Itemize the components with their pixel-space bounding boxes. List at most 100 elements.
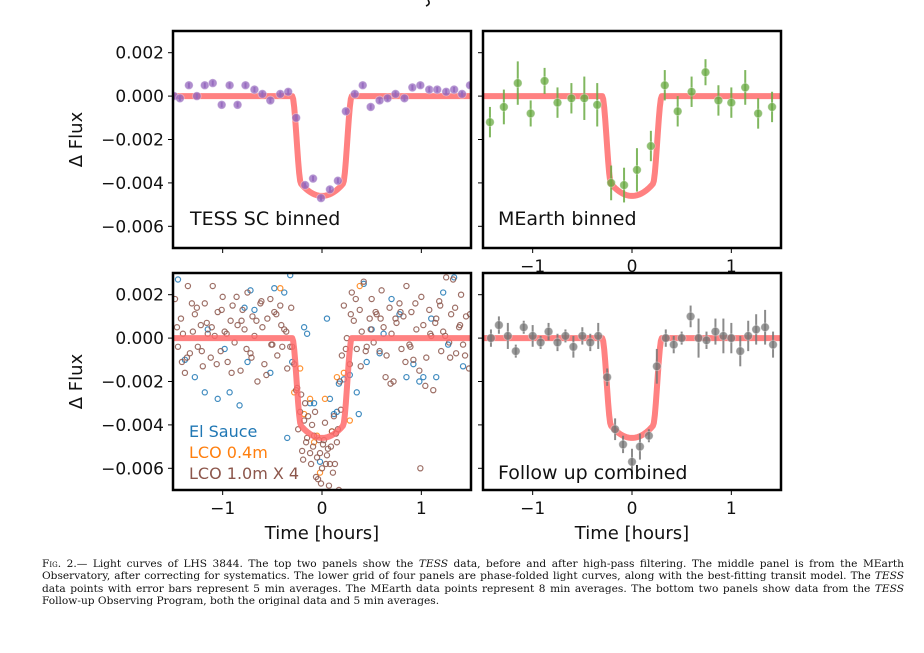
- data-point-el_sauce: [323, 315, 331, 322]
- cropped-title-fragment: [425, 0, 430, 7]
- legend-entry: LCO 0.4m: [189, 443, 268, 462]
- data-point-lco_10: [352, 295, 359, 303]
- data-point-lco_10: [356, 306, 363, 314]
- data-point-lco_10: [432, 319, 439, 327]
- data-point-lco_10: [233, 293, 240, 301]
- data-point-el_sauce: [376, 350, 383, 357]
- y-tick-label: −0.004: [101, 174, 164, 194]
- data-point: [207, 78, 218, 88]
- data-point-el_sauce: [353, 389, 360, 396]
- data-point: [627, 456, 637, 467]
- data-point: [525, 108, 536, 119]
- data-point: [740, 82, 751, 93]
- data-point-lco_10: [459, 341, 467, 348]
- data-point: [390, 89, 401, 99]
- data-point-lco_10: [329, 469, 337, 476]
- data-point: [365, 102, 376, 112]
- data-point-el_sauce: [251, 306, 258, 314]
- data-point: [552, 97, 563, 108]
- data-point-lco_10: [311, 408, 319, 416]
- data-point: [535, 337, 546, 348]
- data-point-lco_10: [316, 449, 324, 457]
- data-point-lco_10: [304, 413, 312, 420]
- x-tick-label: −1: [210, 499, 235, 519]
- data-point-lco_10: [263, 371, 270, 379]
- caption-fig-label: Fig. 2.: [42, 558, 77, 570]
- data-point-lco_10: [268, 341, 275, 348]
- data-point-lco_10: [366, 315, 373, 322]
- data-point: [543, 326, 554, 337]
- data-point-lco_10: [350, 317, 357, 324]
- y-axis-title: Δ Flux: [66, 353, 87, 409]
- data-point: [518, 322, 529, 333]
- data-point-lco_10: [357, 363, 364, 370]
- data-point-el_sauce: [191, 373, 199, 381]
- x-tick-label: 0: [627, 257, 638, 277]
- data-point-lco_10: [249, 313, 256, 320]
- data-point-lco_10: [224, 358, 231, 366]
- data-point: [382, 93, 393, 104]
- data-point-lco_10: [298, 447, 306, 455]
- data-point-lco_10: [261, 360, 268, 368]
- data-point-lco_10: [325, 482, 333, 489]
- data-point: [407, 82, 418, 93]
- panel-ground: −1 0 1 0.002 0.000 −0.002 −0.004 −0.006 Δ Flux Ti…: [66, 271, 473, 544]
- data-point: [566, 93, 577, 104]
- data-point: [753, 108, 763, 119]
- data-point-lco_10: [457, 291, 465, 298]
- data-point-el_sauce: [281, 289, 288, 296]
- data-point-lco_10: [382, 373, 389, 381]
- data-point: [199, 80, 210, 91]
- data-point-el_sauce: [300, 324, 308, 331]
- caption-text: Follow-up Observing Program, both the or…: [42, 595, 440, 608]
- data-point: [291, 113, 301, 123]
- data-point: [767, 102, 777, 112]
- data-point-lco_10: [283, 328, 290, 335]
- data-point: [619, 180, 629, 190]
- data-point-lco_10: [191, 311, 199, 318]
- data-point: [568, 341, 579, 352]
- data-point-lco_04: [321, 395, 329, 403]
- data-point-lco_10: [247, 350, 254, 357]
- data-point-lco_10: [437, 302, 444, 309]
- plot-area: [483, 305, 781, 475]
- data-point-lco_10: [398, 345, 405, 353]
- y-tick-label: −0.006: [101, 217, 164, 237]
- data-point-lco_10: [387, 380, 394, 387]
- data-point: [275, 89, 286, 99]
- data-point-el_sauce: [226, 389, 233, 396]
- x-tick-label: 1: [726, 257, 737, 277]
- data-point: [512, 78, 523, 88]
- caption-italic-term: TESS: [874, 582, 904, 595]
- data-point: [652, 361, 662, 372]
- data-point: [527, 331, 538, 341]
- data-point-el_sauce: [433, 373, 440, 381]
- data-point-lco_10: [213, 360, 220, 368]
- data-point-lco_10: [174, 343, 182, 350]
- data-point: [700, 67, 711, 78]
- caption-italic-term: TESS: [418, 558, 448, 570]
- data-point-lco_10: [248, 354, 255, 361]
- data-point: [606, 178, 616, 188]
- y-tick-label: −0.002: [101, 373, 164, 393]
- panel-followup: −1 0 1 Time [hours] Follow up combined: [478, 271, 783, 544]
- data-point: [592, 99, 603, 110]
- data-point-el_sauce: [416, 378, 423, 385]
- data-point-lco_10: [451, 304, 459, 311]
- data-point-lco_10: [208, 324, 215, 331]
- data-point-lco_10: [376, 347, 383, 355]
- data-point-lco_10: [430, 386, 437, 394]
- data-point-lco_10: [241, 326, 248, 333]
- data-point-lco_04: [346, 417, 354, 424]
- data-point-lco_10: [301, 400, 309, 407]
- data-point: [485, 117, 495, 127]
- data-point-lco_10: [239, 306, 246, 314]
- data-point-lco_10: [423, 354, 430, 361]
- data-point-el_sauce: [410, 360, 417, 368]
- data-point-lco_10: [408, 308, 415, 316]
- data-point-lco_10: [309, 443, 317, 450]
- x-axis-title: Time [hours]: [264, 523, 379, 544]
- data-point: [265, 95, 276, 106]
- data-point-lco_10: [284, 365, 291, 372]
- data-point: [718, 331, 729, 341]
